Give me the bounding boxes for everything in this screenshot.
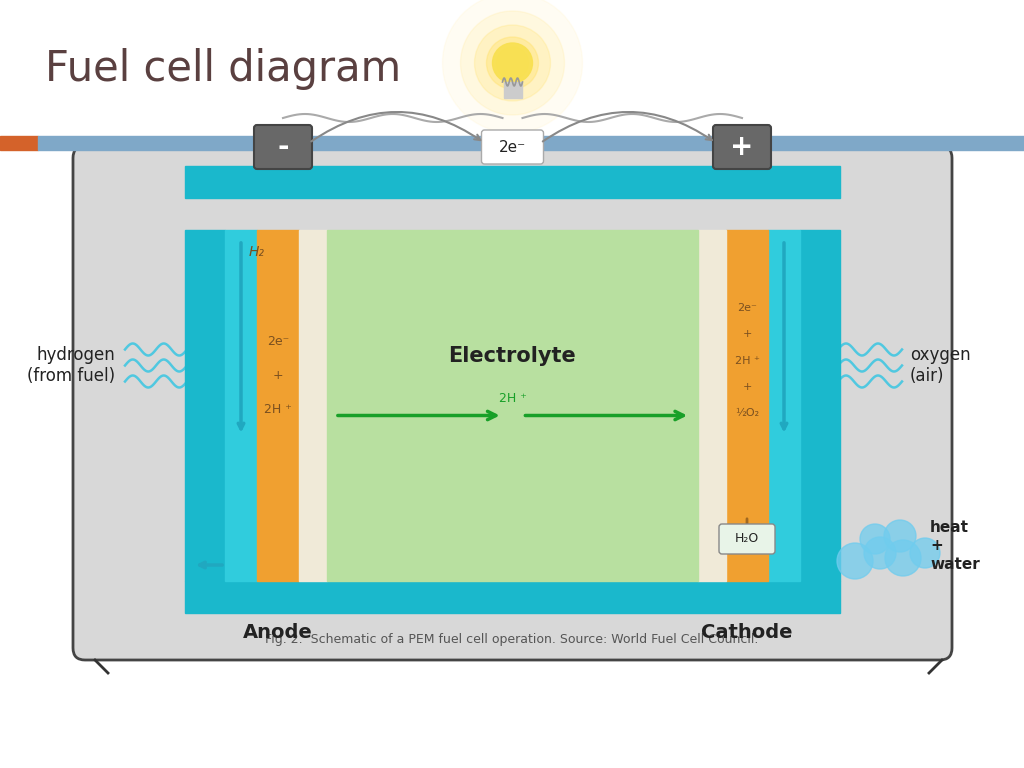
Bar [726,230,768,581]
Bar [768,230,800,581]
Circle shape [486,37,539,89]
Text: hydrogen
(from fuel): hydrogen (from fuel) [27,346,115,385]
Bar [38,136,1024,150]
Bar [327,230,698,581]
Bar [185,166,840,198]
Text: H₂O: H₂O [735,532,759,545]
Bar [225,230,257,581]
Circle shape [497,47,528,79]
Text: 2e⁻

+

2H ⁺

+

½O₂: 2e⁻ + 2H ⁺ + ½O₂ [734,303,760,419]
Text: H₂: H₂ [249,245,265,259]
Circle shape [461,11,564,115]
FancyBboxPatch shape [481,130,544,164]
Bar [800,230,840,581]
Text: Electrolyte: Electrolyte [449,346,577,366]
Circle shape [860,524,890,554]
Text: 2e⁻

+

2H ⁺: 2e⁻ + 2H ⁺ [264,335,292,416]
Text: oxygen
(air): oxygen (air) [910,346,971,385]
Circle shape [884,520,916,552]
Text: 2H ⁺: 2H ⁺ [499,392,526,406]
Text: Anode: Anode [243,623,313,642]
Bar [185,581,840,613]
Text: +: + [730,133,754,161]
Circle shape [493,43,532,83]
FancyBboxPatch shape [254,125,312,169]
Text: -: - [278,133,289,161]
FancyBboxPatch shape [719,524,775,554]
FancyBboxPatch shape [713,125,771,169]
Circle shape [910,538,940,568]
Bar [698,230,726,581]
Text: heat
+
water: heat + water [930,520,980,572]
Text: Fuel cell diagram: Fuel cell diagram [45,48,401,90]
Circle shape [864,537,896,569]
Circle shape [474,25,551,101]
Bar [504,82,521,98]
Text: Fig. 2.  Schematic of a PEM fuel cell operation. Source: World Fuel Cell Council: Fig. 2. Schematic of a PEM fuel cell ope… [265,634,759,647]
Bar [0,136,38,150]
Circle shape [837,543,873,579]
Bar [299,230,327,581]
Bar [185,230,225,581]
Text: 2e⁻: 2e⁻ [499,140,526,154]
FancyBboxPatch shape [73,146,952,660]
Text: Cathode: Cathode [701,623,793,642]
Bar [257,230,299,581]
Circle shape [885,540,921,576]
Circle shape [442,0,583,133]
